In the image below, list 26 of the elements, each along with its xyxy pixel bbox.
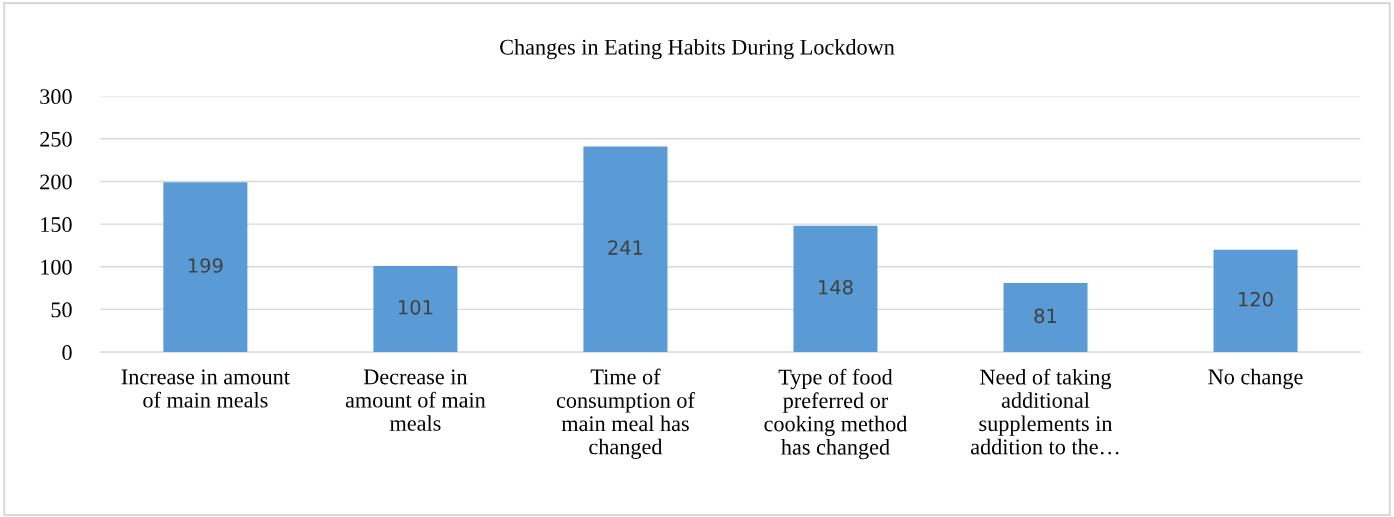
x-tick-label: Type of food preferred or cooking method has changed [764, 368, 908, 460]
x-tick-label: Need of taking additional supplements in addition to the… [970, 368, 1119, 455]
bar [1213, 249, 1298, 353]
x-tick-label: Decrease in amount of main meals [345, 369, 486, 431]
x-tick-label: Time of consumption of main meal has changed [556, 368, 695, 459]
y-tick-label: 250 [40, 131, 72, 147]
bar [793, 225, 878, 353]
bar [373, 265, 458, 353]
y-tick-label: 150 [41, 217, 72, 233]
data-label: 120 [1239, 291, 1273, 307]
y-tick-label: 100 [41, 259, 72, 275]
data-label: 241 [608, 240, 643, 255]
data-label: 101 [398, 299, 433, 315]
bar [163, 182, 248, 353]
y-tick-label: 300 [40, 89, 72, 105]
y-tick-label: 50 [51, 302, 72, 318]
bar [583, 146, 668, 353]
y-tick-label: 200 [40, 174, 72, 190]
x-tick-label: Increase in amount of main meals [121, 369, 290, 408]
x-tick-label: No change [1208, 368, 1303, 389]
bar [1003, 282, 1088, 353]
data-label: 199 [188, 258, 223, 273]
data-label: 81 [1034, 308, 1057, 324]
y-tick-label: 0 [62, 345, 72, 361]
chart-title: Changes in Eating Habits During Lockdown [500, 39, 895, 60]
data-label: 148 [819, 279, 853, 295]
